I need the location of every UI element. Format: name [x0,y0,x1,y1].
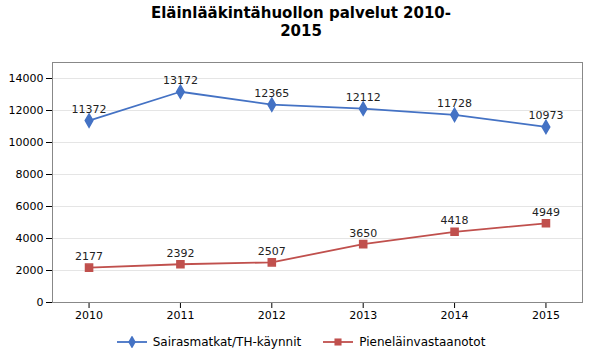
svg-text:13172: 13172 [163,74,198,87]
svg-text:2015: 2015 [532,309,560,322]
svg-text:4949: 4949 [532,206,560,219]
svg-text:4000: 4000 [16,232,44,245]
svg-text:2177: 2177 [75,250,103,263]
svg-text:8000: 8000 [16,168,44,181]
svg-text:2011: 2011 [166,309,194,322]
svg-text:12000: 12000 [9,104,44,117]
svg-text:2000: 2000 [16,264,44,277]
svg-text:2013: 2013 [349,309,377,322]
svg-text:0: 0 [37,296,44,309]
svg-text:3650: 3650 [349,227,377,240]
html-text:Pieneläinvastaanotot: Pieneläinvastaanotot [359,335,486,349]
svg-text:2507: 2507 [258,245,286,258]
svg-text:2012: 2012 [258,309,286,322]
html-text:Sairasmatkat/TH-käynnit: Sairasmatkat/TH-käynnit [152,335,302,349]
svg-text:4418: 4418 [441,214,469,227]
svg-text:2392: 2392 [166,247,194,260]
svg-text:11372: 11372 [72,103,107,116]
svg-text:2014: 2014 [441,309,469,322]
svg-text:6000: 6000 [16,200,44,213]
svg-text:10973: 10973 [528,109,563,122]
svg-text:12365: 12365 [254,87,289,100]
html-text:Eläinlääkintähuollon palvelut: Eläinlääkintähuollon palvelut 2010- 2015 [150,4,451,40]
svg-text:14000: 14000 [9,72,44,85]
svg-text:12112: 12112 [346,91,381,104]
svg-text:11728: 11728 [437,97,472,110]
svg-text:10000: 10000 [9,136,44,149]
svg-text:2010: 2010 [75,309,103,322]
